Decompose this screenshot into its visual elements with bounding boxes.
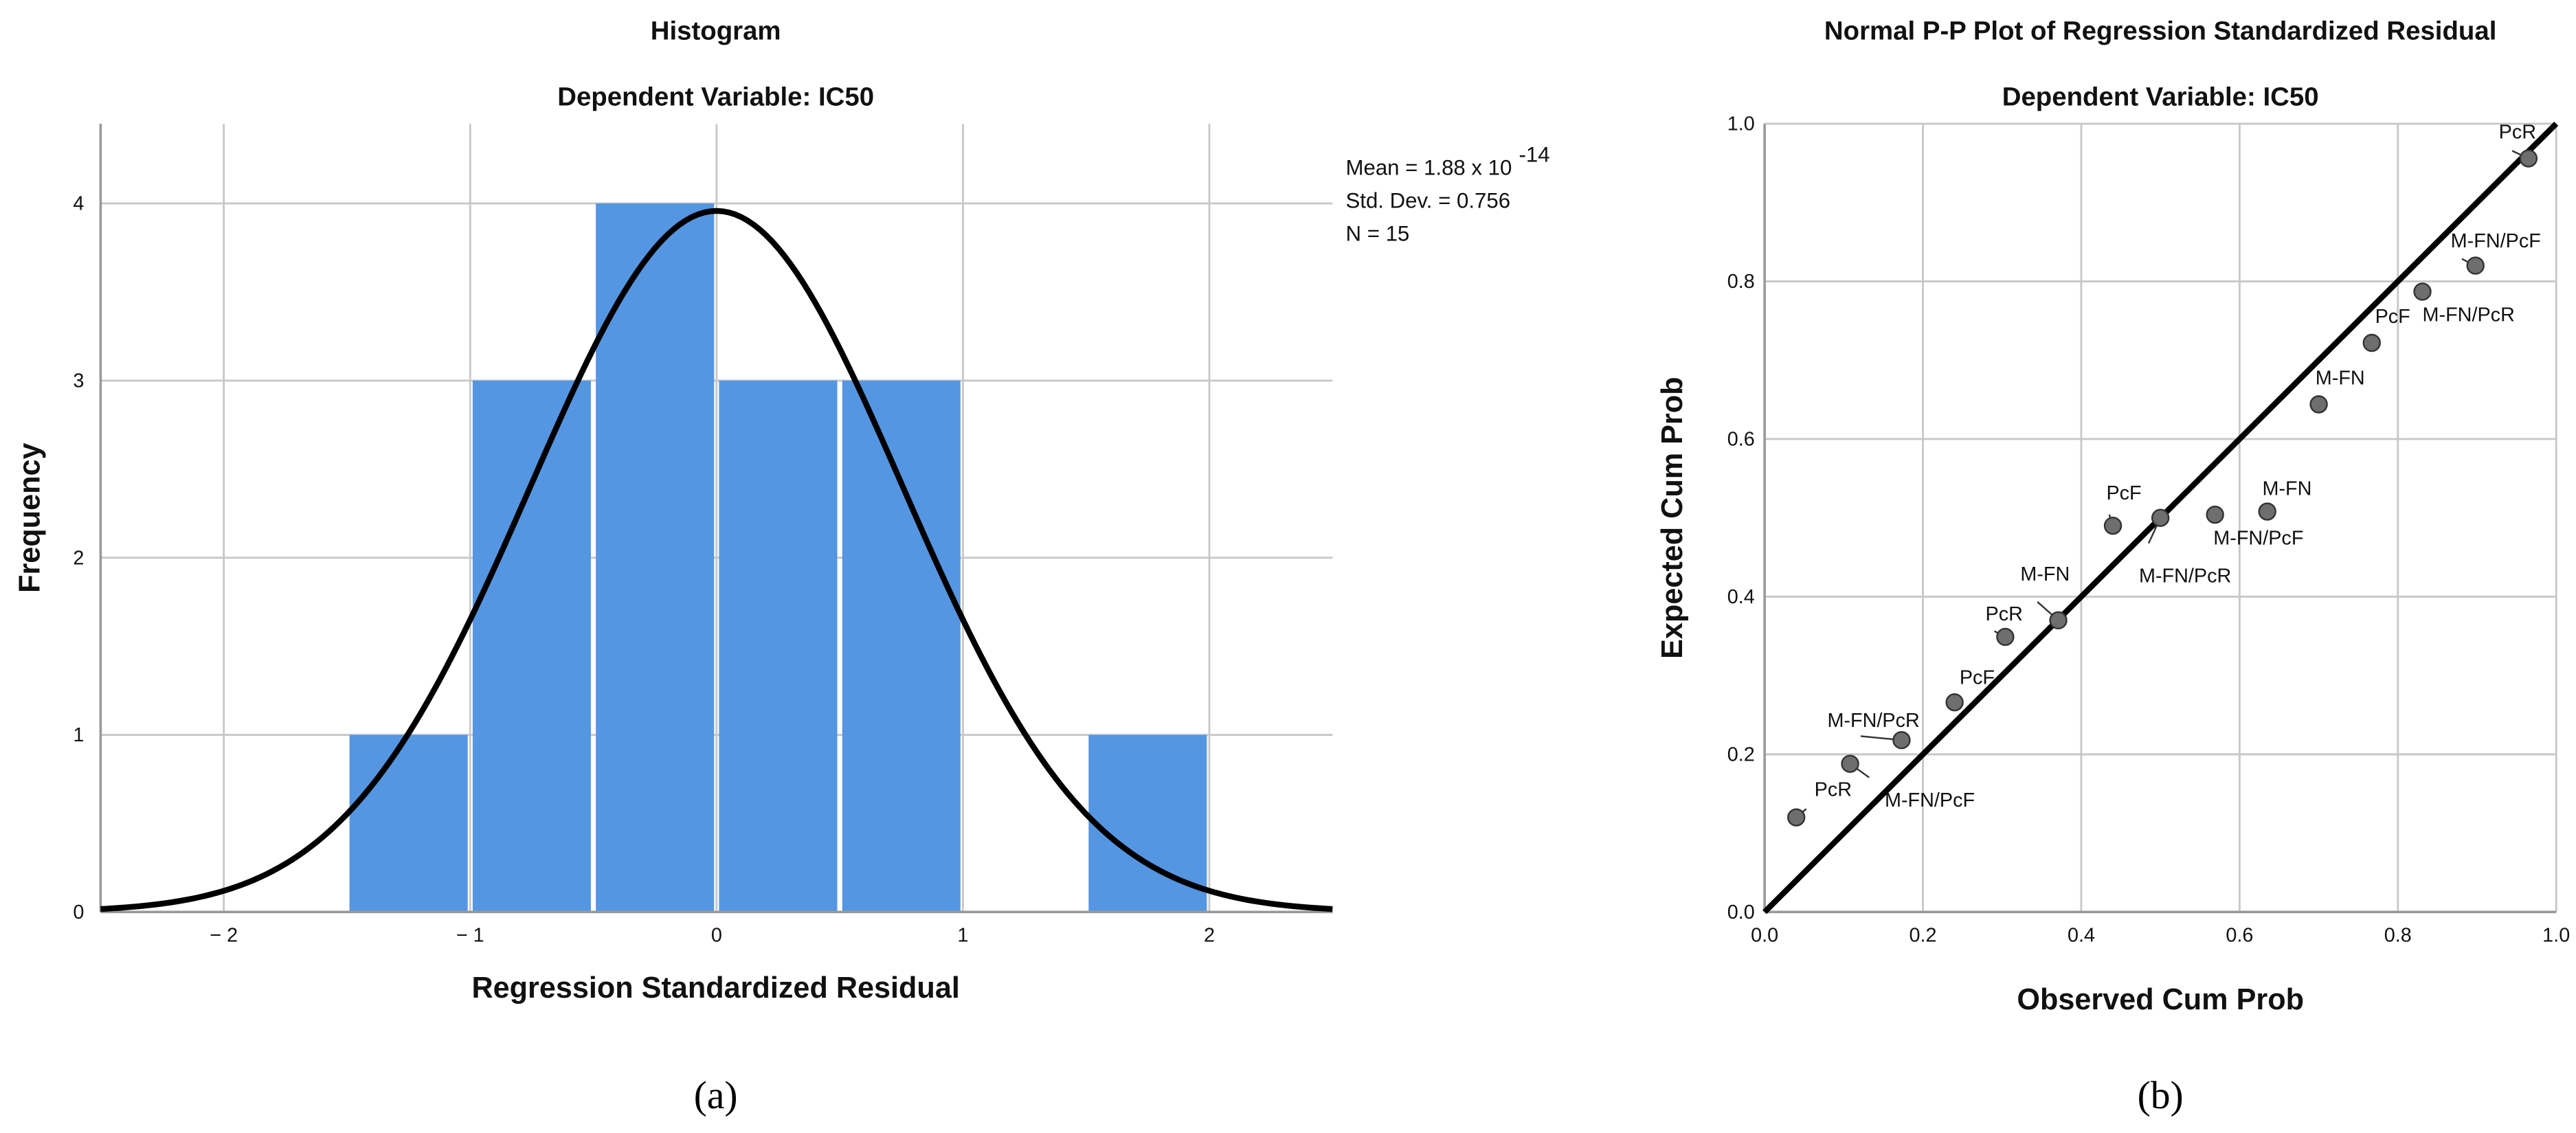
point-label: PcF bbox=[2375, 306, 2410, 328]
stat-sd: Std. Dev. = 0.756 bbox=[1346, 188, 1511, 212]
point-label: M-FN/PcR bbox=[1827, 710, 1919, 732]
stat-mean: Mean = 1.88 x 10 bbox=[1346, 155, 1512, 179]
x-tick-label: 2 bbox=[1204, 925, 1215, 947]
data-point bbox=[2413, 282, 2432, 301]
point-label: M-FN/PcF bbox=[2213, 527, 2303, 549]
x-tick-label: 0.4 bbox=[2068, 925, 2095, 947]
y-tick-label: 0.6 bbox=[1727, 429, 1755, 451]
point-label: PcR bbox=[1986, 603, 2023, 625]
data-point bbox=[2049, 611, 2068, 630]
x-tick-label: − 1 bbox=[456, 925, 484, 947]
point-label: M-FN/PcF bbox=[1885, 789, 1975, 811]
y-tick-label: 3 bbox=[73, 370, 84, 392]
data-point bbox=[1841, 754, 1859, 773]
data-point bbox=[2206, 505, 2224, 524]
data-point bbox=[1787, 808, 1806, 827]
pp-subtitle: Dependent Variable: IC50 bbox=[2002, 82, 2319, 112]
point-label: PcF bbox=[1960, 667, 1995, 689]
y-tick-label: 0.8 bbox=[1727, 271, 1755, 293]
data-point bbox=[2258, 502, 2276, 521]
x-tick-label: 0 bbox=[711, 925, 722, 947]
histogram-title: Histogram bbox=[651, 16, 781, 46]
x-tick-label: 1.0 bbox=[2542, 925, 2570, 947]
y-tick-label: 0.2 bbox=[1727, 743, 1755, 765]
data-point bbox=[1892, 731, 1911, 750]
caption-b: (b) bbox=[2138, 1074, 2184, 1117]
histogram-plot: − 2 − 1 0 1 2 0 1 2 3 4 bbox=[73, 124, 1333, 947]
histogram-ylabel: Frequency bbox=[14, 442, 47, 592]
x-tick-label: 0.2 bbox=[1909, 925, 1937, 947]
normal-curve bbox=[100, 207, 1333, 912]
pp-ylabel: Expected Cum Prob bbox=[1656, 377, 1689, 659]
histogram-bar bbox=[719, 380, 838, 912]
caption-a: (a) bbox=[694, 1074, 738, 1117]
histogram-bar bbox=[349, 734, 468, 912]
histogram-xlabel: Regression Standardized Residual bbox=[471, 972, 959, 1005]
pp-title: Normal P-P Plot of Regression Standardiz… bbox=[1824, 16, 2496, 46]
stat-mean-exponent: -14 bbox=[1519, 142, 1550, 166]
histogram-subtitle: Dependent Variable: IC50 bbox=[557, 82, 874, 112]
x-tick-label: − 2 bbox=[210, 925, 238, 947]
point-label: M-FN/PcR bbox=[2423, 304, 2515, 326]
point-label: PcR bbox=[2499, 122, 2536, 144]
point-label: PcR bbox=[1815, 778, 1852, 800]
data-point bbox=[2151, 508, 2170, 527]
x-tick-label: 1 bbox=[957, 925, 968, 947]
histogram-bar bbox=[472, 380, 591, 912]
pp-plot: 0.00.0 0.2 0.2 0.4 0.4 0.6 0.6 0.8 0.8 1.0 1.0 PcR M… bbox=[1727, 113, 2571, 947]
data-point bbox=[2519, 149, 2538, 168]
x-tick-label: 0.6 bbox=[2226, 925, 2253, 947]
data-point bbox=[1945, 693, 1964, 712]
y-tick-label: 2 bbox=[73, 547, 84, 569]
y-tick-label: 1.0 bbox=[1727, 113, 1755, 135]
data-point bbox=[2362, 333, 2381, 352]
histogram-bar bbox=[842, 380, 961, 912]
data-point bbox=[2103, 516, 2123, 535]
point-label: M-FN/PcF bbox=[2451, 230, 2541, 252]
y-tick-label: 0 bbox=[73, 901, 84, 923]
data-point bbox=[1996, 627, 2015, 647]
data-point bbox=[2466, 256, 2485, 275]
y-tick-label: 1 bbox=[73, 724, 84, 746]
data-point bbox=[2309, 395, 2328, 414]
stat-n: N = 15 bbox=[1346, 221, 1410, 245]
point-label: M-FN/PcR bbox=[2139, 565, 2231, 587]
y-tick-label: 4 bbox=[73, 193, 84, 215]
x-tick-label: 0.8 bbox=[2384, 925, 2412, 947]
point-label: M-FN bbox=[2020, 563, 2070, 585]
point-label: M-FN bbox=[2262, 478, 2311, 500]
point-label: PcF bbox=[2106, 482, 2141, 504]
y-tick-label: 0.4 bbox=[1727, 586, 1755, 608]
y-tick-label: 0.0 bbox=[1727, 901, 1755, 923]
point-label: M-FN bbox=[2316, 368, 2365, 390]
x-tick-label: 0.0 bbox=[1751, 925, 1778, 947]
pp-xlabel: Observed Cum Prob bbox=[2017, 983, 2304, 1016]
histogram-bar bbox=[596, 203, 715, 912]
